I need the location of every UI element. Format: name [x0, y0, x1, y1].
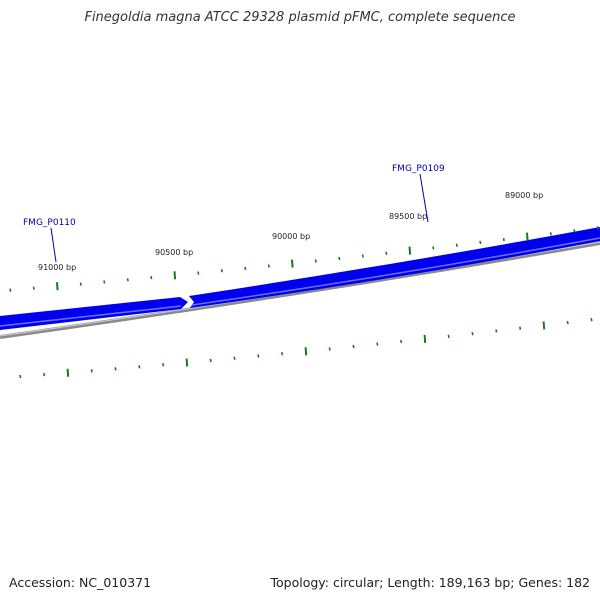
- outer-tick-major: [526, 232, 529, 241]
- outer-tick-minor: [314, 259, 317, 263]
- inner-tick-minor: [566, 320, 569, 325]
- inner-tick-minor: [209, 358, 212, 363]
- gene-feature-fmg-p0109-shine: [191, 237, 600, 306]
- outer-tick-minor: [79, 282, 82, 286]
- gene-feature-fmg-p0109[interactable]: [189, 227, 600, 308]
- topology-summary: Topology: circular; Length: 189,163 bp; …: [270, 575, 591, 590]
- outer-tick-minor: [244, 266, 247, 271]
- outer-tick-minor: [150, 275, 153, 280]
- tick-marks-inner: [19, 318, 593, 379]
- outer-tick-major: [291, 259, 294, 268]
- inner-tick-minor: [328, 347, 331, 351]
- map-title: Finegoldia magna ATCC 29328 plasmid pFMC…: [84, 10, 516, 25]
- outer-tick-minor: [596, 226, 599, 230]
- inner-tick-minor: [162, 363, 165, 367]
- outer-tick-minor: [220, 269, 223, 273]
- tick-label: 89500 bp: [389, 212, 427, 221]
- inner-tick-minor: [43, 372, 46, 377]
- inner-tick-minor: [233, 356, 236, 360]
- gene-label-leader: [419, 173, 429, 223]
- inner-tick-minor: [471, 332, 474, 336]
- tick-label: 90000 bp: [272, 232, 310, 241]
- inner-tick-minor: [495, 329, 498, 333]
- inner-tick-minor: [400, 339, 403, 344]
- outer-tick-major: [56, 282, 59, 291]
- inner-tick-minor: [19, 374, 22, 379]
- outer-tick-minor: [432, 246, 435, 250]
- inner-tick-minor: [590, 318, 593, 322]
- inner-tick-minor: [90, 369, 93, 373]
- outer-tick-minor: [549, 232, 552, 236]
- inner-tick-minor: [519, 326, 522, 330]
- inner-tick-minor: [376, 342, 379, 346]
- gene-label-leader: [50, 227, 57, 263]
- inner-tick-minor: [138, 365, 141, 369]
- outer-tick-minor: [502, 237, 505, 242]
- inner-tick-minor: [114, 367, 117, 371]
- gene-feature-fmg-p0110[interactable]: [0, 297, 188, 330]
- outer-tick-minor: [385, 251, 388, 255]
- tick-label: 90500 bp: [155, 248, 193, 257]
- outer-tick-minor: [267, 264, 270, 268]
- inner-tick-major: [185, 358, 189, 367]
- inner-tick-major: [304, 347, 308, 356]
- outer-tick-minor: [479, 240, 482, 245]
- inner-tick-major: [542, 321, 546, 330]
- outer-tick-minor: [32, 286, 35, 290]
- outer-tick-minor: [338, 256, 341, 261]
- outer-tick-minor: [9, 288, 12, 292]
- accession-label: Accession: NC_010371: [9, 575, 152, 590]
- outer-tick-minor: [573, 229, 576, 233]
- tick-marks-outer: [9, 226, 599, 292]
- tick-label: 89000 bp: [505, 191, 543, 200]
- outer-tick-minor: [126, 278, 129, 282]
- inner-tick-minor: [257, 354, 260, 358]
- gene-label-fmg-p0110[interactable]: FMG_P0110: [23, 218, 76, 228]
- gene-feature-fmg-p0110-shine: [0, 305, 182, 327]
- outer-tick-minor: [197, 271, 200, 275]
- gene-label-fmg-p0109[interactable]: FMG_P0109: [392, 164, 445, 174]
- outer-tick-major: [173, 271, 177, 280]
- outer-tick-major: [408, 246, 412, 255]
- outer-tick-minor: [361, 254, 364, 258]
- inner-tick-major: [423, 334, 427, 344]
- inner-tick-minor: [352, 344, 355, 349]
- inner-tick-major: [66, 368, 70, 377]
- inner-tick-minor: [281, 352, 284, 356]
- outer-tick-minor: [455, 243, 458, 247]
- sequence-backbone: [0, 241, 600, 339]
- inner-tick-minor: [447, 334, 450, 338]
- tick-label: 91000 bp: [38, 263, 76, 272]
- outer-tick-minor: [103, 280, 106, 284]
